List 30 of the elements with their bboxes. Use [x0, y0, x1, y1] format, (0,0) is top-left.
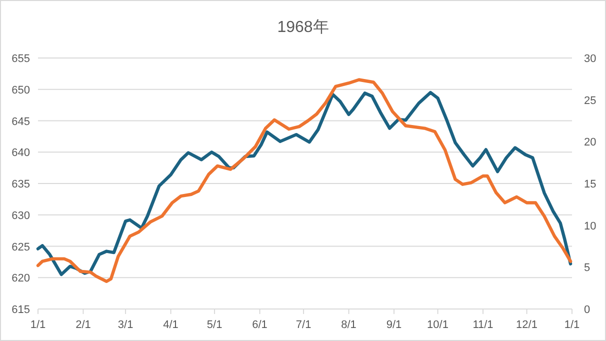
- x-tick-label: 8/1: [341, 319, 356, 331]
- y-tick-label: 630: [12, 210, 30, 222]
- x-tick-label: 10/1: [427, 319, 448, 331]
- y2-tick-label: 20: [584, 136, 596, 149]
- x-tick-label: 9/1: [386, 319, 402, 331]
- y-tick-label: 640: [12, 147, 30, 160]
- y-tick-label: 620: [12, 272, 30, 285]
- x-tick-label: 6/1: [252, 319, 268, 331]
- x-tick-label: 4/1: [163, 319, 178, 331]
- y2-tick-label: 25: [584, 94, 596, 107]
- y2-tick-label: 10: [584, 220, 596, 232]
- y-tick-label: 650: [12, 84, 30, 96]
- x-tick-label: 5/1: [206, 319, 222, 331]
- y-tick-label: 645: [12, 116, 30, 128]
- chart-title: 1968年: [277, 19, 329, 36]
- x-tick-label: 11/1: [472, 319, 494, 331]
- x-tick-label: 1/1: [564, 319, 580, 331]
- y2-tick-label: 15: [584, 178, 596, 190]
- x-tick-label: 3/1: [118, 319, 134, 331]
- y2-tick-label: 5: [584, 262, 590, 274]
- x-tick-label: 12/1: [516, 319, 538, 331]
- x-tick-label: 7/1: [296, 319, 312, 331]
- y-tick-label: 615: [12, 304, 30, 316]
- y-tick-label: 655: [12, 53, 30, 65]
- y-tick-label: 625: [12, 241, 30, 254]
- x-tick-label: 1/1: [30, 319, 46, 331]
- y-tick-label: 635: [12, 178, 30, 190]
- x-tick-label: 2/1: [76, 319, 91, 331]
- y2-tick-label: 30: [584, 53, 596, 65]
- y2-tick-label: 0: [584, 304, 590, 316]
